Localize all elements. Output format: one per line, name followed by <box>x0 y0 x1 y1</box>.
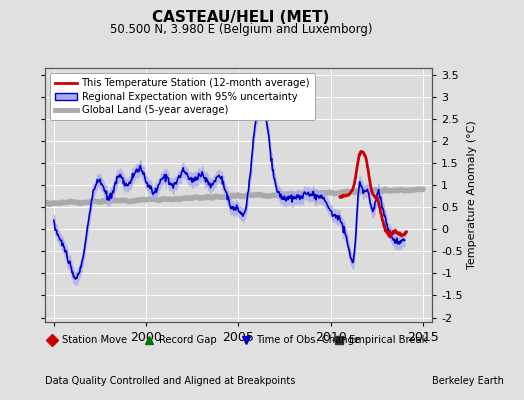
Text: 50.500 N, 3.980 E (Belgium and Luxemborg): 50.500 N, 3.980 E (Belgium and Luxemborg… <box>110 24 372 36</box>
Text: Station Move: Station Move <box>62 335 127 345</box>
Text: Record Gap: Record Gap <box>159 335 216 345</box>
Text: Empirical Break: Empirical Break <box>349 335 427 345</box>
Text: Data Quality Controlled and Aligned at Breakpoints: Data Quality Controlled and Aligned at B… <box>45 376 295 386</box>
Legend: This Temperature Station (12-month average), Regional Expectation with 95% uncer: This Temperature Station (12-month avera… <box>50 73 315 120</box>
Text: CASTEAU/HELI (MET): CASTEAU/HELI (MET) <box>152 10 330 26</box>
Y-axis label: Temperature Anomaly (°C): Temperature Anomaly (°C) <box>467 121 477 269</box>
Text: Time of Obs. Change: Time of Obs. Change <box>256 335 360 345</box>
Text: Berkeley Earth: Berkeley Earth <box>432 376 504 386</box>
